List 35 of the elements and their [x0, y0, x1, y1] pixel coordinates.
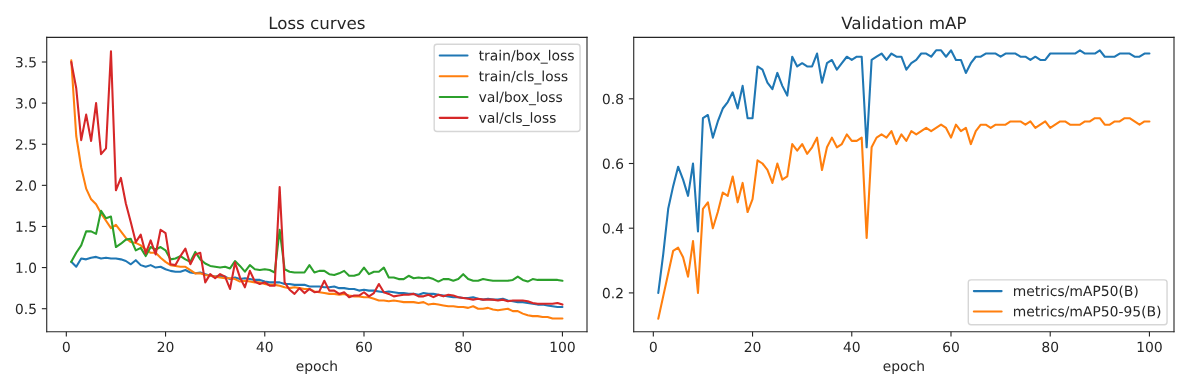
legend-label: val/cls_loss [479, 112, 556, 126]
y-tick-label: 3.5 [15, 56, 36, 68]
x-tick-label: 40 [843, 341, 860, 353]
y-tick-label: 0.5 [15, 303, 36, 315]
legend-label: metrics/mAP50-95(B) [1013, 305, 1161, 319]
y-tick-label: 0.4 [602, 223, 624, 234]
x-tick-label: 100 [1137, 341, 1162, 353]
y-tick-label: 0.2 [602, 287, 623, 299]
chart-title: Loss curves [269, 16, 365, 30]
x-tick-label: 40 [256, 341, 273, 353]
x-tick-label: 80 [1042, 341, 1059, 353]
x-tick-label: 0 [649, 341, 657, 353]
y-tick-label: 0.8 [602, 93, 624, 105]
x-tick-label: 100 [550, 341, 575, 353]
legend-label: val/box_loss [479, 91, 563, 106]
x-axis-title: epoch [883, 360, 924, 374]
y-tick-label: 1.0 [16, 262, 37, 274]
x-axis-title: epoch [296, 360, 337, 374]
line-series [70, 209, 564, 283]
x-tick-label: 20 [744, 341, 761, 353]
legend-label: train/cls_loss [478, 70, 568, 85]
y-tick-label: 0.6 [602, 158, 624, 169]
x-tick-label: 20 [157, 341, 174, 353]
y-tick-label: 2.5 [15, 139, 36, 150]
y-tick-label: 3.0 [15, 98, 37, 109]
x-tick-label: 60 [943, 341, 959, 353]
legend-label: train/box_loss [478, 49, 574, 64]
x-tick-label: 80 [455, 341, 472, 353]
legend-label: metrics/mAP50(B) [1013, 285, 1138, 298]
x-tick-label: 0 [62, 341, 70, 353]
line-series [70, 255, 564, 309]
y-tick-label: 2.0 [15, 180, 37, 191]
x-tick-label: 60 [356, 341, 372, 353]
y-tick-label: 1.5 [16, 221, 36, 232]
chart-title: Validation mAP [841, 16, 966, 30]
